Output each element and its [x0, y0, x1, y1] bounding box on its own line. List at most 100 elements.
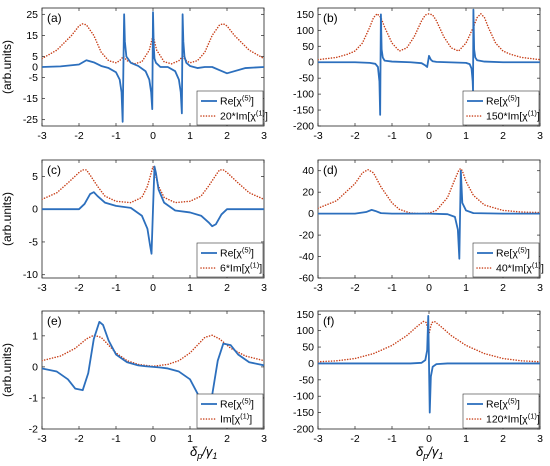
y-tick-label: -5 — [29, 72, 38, 84]
y-tick-label: -200 — [293, 121, 314, 133]
x-tick-label: -2 — [350, 282, 359, 294]
y-tick-label: 15 — [26, 30, 38, 42]
legend-box — [196, 242, 264, 278]
y-tick-label: -10 — [23, 269, 38, 281]
chart-panel-e: -3 -2 -1 0 1 2 3-2-101(arb.units)(e)Re[χ(5)]Im… — [0, 310, 267, 445]
y-tick-label: -150 — [293, 105, 314, 117]
legend-label-im: 120*Im[χ(1)] — [486, 412, 540, 426]
x-axis-title-left: δp/γ1 — [190, 444, 217, 461]
legend-box — [196, 90, 264, 126]
x-tick-label: -2 — [74, 433, 83, 445]
x-tick-label: -1 — [111, 130, 120, 142]
y-tick-label: -100 — [293, 391, 314, 403]
x-tick-label: 2 — [224, 130, 230, 142]
series-line-re — [318, 169, 540, 260]
y-tick-label: 5 — [32, 171, 38, 183]
x-tick-label: -3 — [37, 282, 46, 294]
x-tick-label: -3 — [313, 433, 322, 445]
y-tick-label: 50 — [302, 41, 314, 53]
series-line-im — [42, 165, 264, 204]
x-tick-label: 1 — [187, 433, 193, 445]
y-tick-label: -50 — [299, 73, 314, 85]
y-tick-label: -2 — [29, 424, 38, 436]
y-tick-label: 20 — [302, 187, 314, 199]
series-line-re — [318, 8, 540, 116]
legend: Re[χ(5)]6*Im[χ(1)] — [196, 242, 264, 278]
x-tick-label: -3 — [313, 282, 322, 294]
x-tick-label: -2 — [350, 433, 359, 445]
x-tick-label: 0 — [426, 433, 432, 445]
x-tick-label: 3 — [261, 130, 267, 142]
y-tick-label: -200 — [293, 424, 314, 436]
panel-label: (e) — [47, 314, 62, 328]
y-tick-label: 0 — [308, 57, 314, 69]
series-line-im — [318, 12, 540, 61]
x-tick-label: 2 — [224, 282, 230, 294]
y-tick-label: 0 — [308, 358, 314, 370]
legend-label-re: Re[χ(5)] — [220, 246, 254, 260]
x-tick-label: -3 — [313, 130, 322, 142]
series-line-re — [42, 11, 264, 123]
y-tick-label: 0 — [32, 204, 38, 216]
y-axis-label: (arb.units) — [0, 40, 14, 94]
x-tick-label: -3 — [37, 130, 46, 142]
y-tick-label: 40 — [302, 165, 314, 177]
legend-label-re: Re[χ(5)] — [496, 246, 530, 260]
x-tick-label: 1 — [187, 130, 193, 142]
y-tick-label: 5 — [32, 51, 38, 63]
x-axis-title-right: δp/γ1 — [416, 444, 443, 461]
y-tick-label: 0 — [308, 208, 314, 220]
chart-panels: -3 -2 -1 0 1 2 3-25-15-5515250(arb.units)(a)Re… — [0, 7, 544, 445]
legend: Re[χ(5)]150*Im[χ(1)] — [462, 90, 540, 126]
y-tick-label: -15 — [23, 93, 38, 105]
panel-label: (b) — [323, 11, 338, 25]
x-tick-label: 3 — [537, 130, 543, 142]
series-line-im — [42, 334, 264, 368]
x-tick-label: 0 — [150, 282, 156, 294]
x-tick-label: 0 — [426, 282, 432, 294]
y-tick-label: -150 — [293, 407, 314, 419]
x-tick-label: 0 — [150, 433, 156, 445]
chart-panel-c: -3 -2 -1 0 1 2 3-10-505(arb.units)(c)Re[χ(5)]6… — [0, 159, 267, 294]
legend-label-im: 20*Im[χ(1)] — [220, 109, 268, 123]
x-tick-label: -1 — [387, 130, 396, 142]
x-tick-label: 3 — [261, 433, 267, 445]
y-tick-label: 100 — [296, 25, 314, 37]
y-axis-label: (arb.units) — [0, 343, 14, 397]
y-tick-label: 150 — [296, 309, 314, 321]
x-tick-label: 1 — [187, 282, 193, 294]
x-tick-label: 2 — [224, 433, 230, 445]
x-tick-label: -2 — [74, 282, 83, 294]
chart-panel-d: -3 -2 -1 0 1 2 3 -60 -40 -20 0 20 40 (d) Re[χ(5)]40*Im… — [299, 159, 544, 294]
x-tick-label: -2 — [350, 130, 359, 142]
x-tick-label: 2 — [500, 433, 506, 445]
y-tick-label: 0 — [32, 62, 38, 74]
chart-panel-f: -3 -2 -1 0 1 2 3 -200 -150 -100 -50 0 50 100 150 (f) Re[… — [293, 309, 543, 445]
x-tick-label: 3 — [537, 282, 543, 294]
x-tick-label: 3 — [537, 433, 543, 445]
y-tick-label: 100 — [296, 325, 314, 337]
series-line-re — [42, 165, 264, 255]
x-tick-label: 1 — [463, 130, 469, 142]
y-tick-label: -50 — [299, 374, 314, 386]
x-axis-title: δp/γ1 δp/γ1 — [190, 444, 443, 461]
x-tick-label: -1 — [387, 282, 396, 294]
y-tick-label: 1 — [32, 330, 38, 342]
legend-label-im: 6*Im[χ(1)] — [220, 261, 262, 275]
y-tick-label: -25 — [23, 114, 38, 126]
y-tick-label: -20 — [299, 230, 314, 242]
panel-label: (c) — [47, 163, 61, 177]
x-tick-label: -3 — [37, 433, 46, 445]
y-tick-label: 50 — [302, 342, 314, 354]
y-tick-label: -1 — [29, 392, 38, 404]
x-tick-label: 0 — [150, 130, 156, 142]
y-tick-label: -40 — [299, 251, 314, 263]
legend-label-re: Re[χ(5)] — [486, 94, 520, 108]
x-tick-label: -1 — [387, 433, 396, 445]
legend-label-im: 40*Im[χ(1)] — [496, 261, 544, 275]
legend: Re[χ(5)]Im[χ(1)] — [196, 393, 264, 429]
y-tick-label: 150 — [296, 9, 314, 21]
x-tick-label: -1 — [111, 282, 120, 294]
legend-label-re: Re[χ(5)] — [220, 94, 254, 108]
